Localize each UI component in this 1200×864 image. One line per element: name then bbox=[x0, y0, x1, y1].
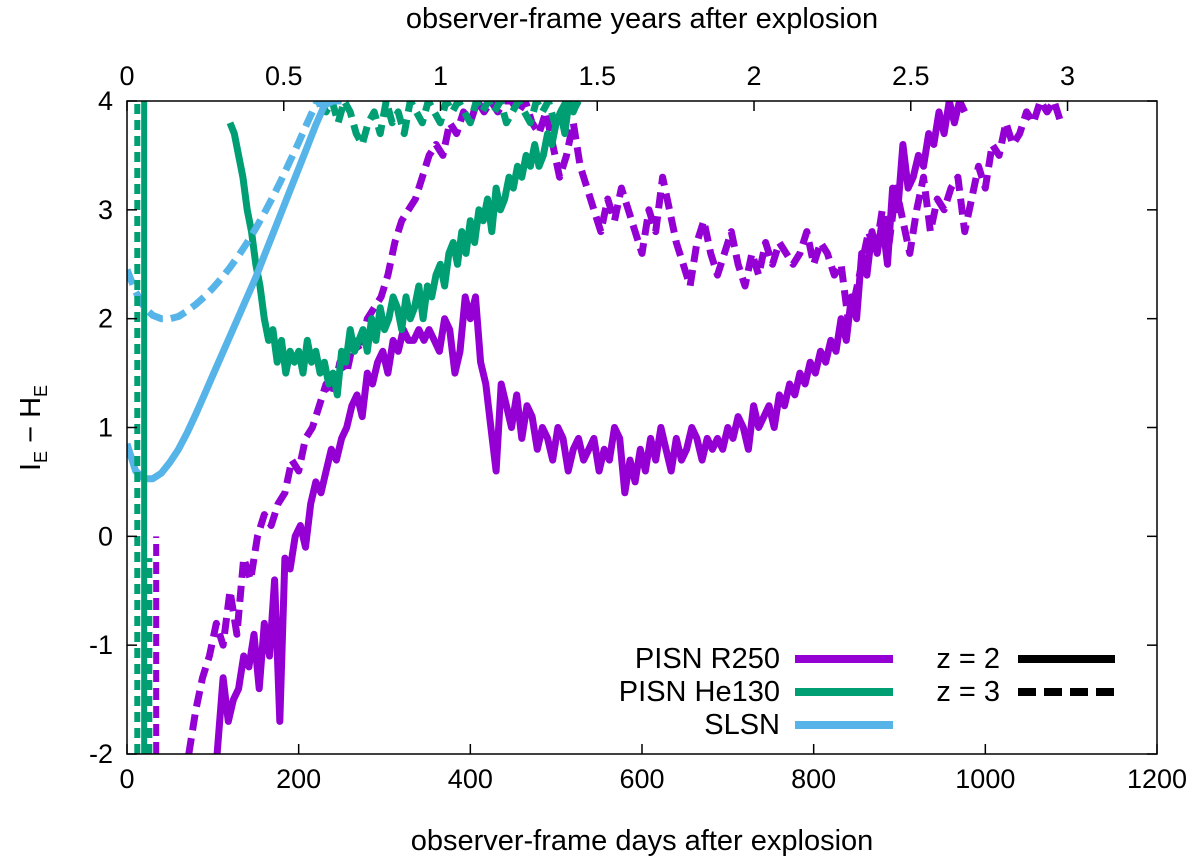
x2-tick-label: 0 bbox=[119, 61, 134, 91]
legend-label-z2: z = 2 bbox=[936, 643, 1000, 675]
x-tick-label: 1200 bbox=[1127, 764, 1187, 794]
y-axis-title-sub2: E bbox=[31, 385, 51, 397]
y-tick-label: 2 bbox=[98, 304, 113, 334]
y-tick-label: 0 bbox=[98, 521, 113, 551]
legend-label-z3: z = 3 bbox=[936, 676, 1000, 708]
y-axis-title-sub1: E bbox=[31, 451, 51, 463]
legend-label-pisn-r250: PISN R250 bbox=[635, 643, 780, 675]
x2-tick-label: 0.5 bbox=[265, 61, 303, 91]
x-axis-title: observer-frame days after explosion bbox=[411, 825, 874, 857]
legend: PISN R250 PISN He130 SLSN z = 2 z = 3 bbox=[619, 643, 1115, 741]
y-tick-label: -2 bbox=[89, 739, 113, 769]
x-tick-label: 200 bbox=[276, 764, 321, 794]
plot-frame bbox=[126, 100, 1158, 755]
series-line-pisn-he130-z-2 bbox=[226, 101, 581, 399]
y-tick-label: 3 bbox=[98, 195, 113, 225]
x2-tick-label: 1 bbox=[433, 61, 448, 91]
x2-tick-label: 2 bbox=[747, 61, 762, 91]
x-tick-label: 400 bbox=[448, 764, 493, 794]
series-line-pisn-he130-z-3 bbox=[317, 101, 582, 148]
series-layer bbox=[127, 101, 1065, 754]
x-tick-label: 1000 bbox=[955, 764, 1015, 794]
y-axis-title-main: I bbox=[15, 463, 47, 471]
x2-tick-label: 3 bbox=[1060, 61, 1075, 91]
x-tick-label: 600 bbox=[619, 764, 664, 794]
legend-label-slsn: SLSN bbox=[704, 709, 780, 741]
series-line-pisn-r250-z-2 bbox=[213, 101, 968, 754]
x2-tick-label: 1.5 bbox=[578, 61, 616, 91]
y-axis-title-minus: − H bbox=[15, 397, 47, 451]
y-tick-label: 4 bbox=[98, 86, 113, 116]
y-tick-label: 1 bbox=[98, 413, 113, 443]
series-line-slsn-z-2 bbox=[127, 101, 342, 483]
y-axis-title: IE − HE bbox=[15, 385, 51, 471]
x-tick-label: 800 bbox=[791, 764, 836, 794]
legend-label-pisn-he130: PISN He130 bbox=[619, 676, 780, 708]
x-tick-label: 0 bbox=[119, 764, 134, 794]
x2-axis-title: observer-frame years after explosion bbox=[406, 3, 878, 35]
y-tick-label: -1 bbox=[89, 630, 113, 660]
x2-tick-label: 2.5 bbox=[892, 61, 930, 91]
series-line-slsn-z-3 bbox=[127, 101, 326, 323]
